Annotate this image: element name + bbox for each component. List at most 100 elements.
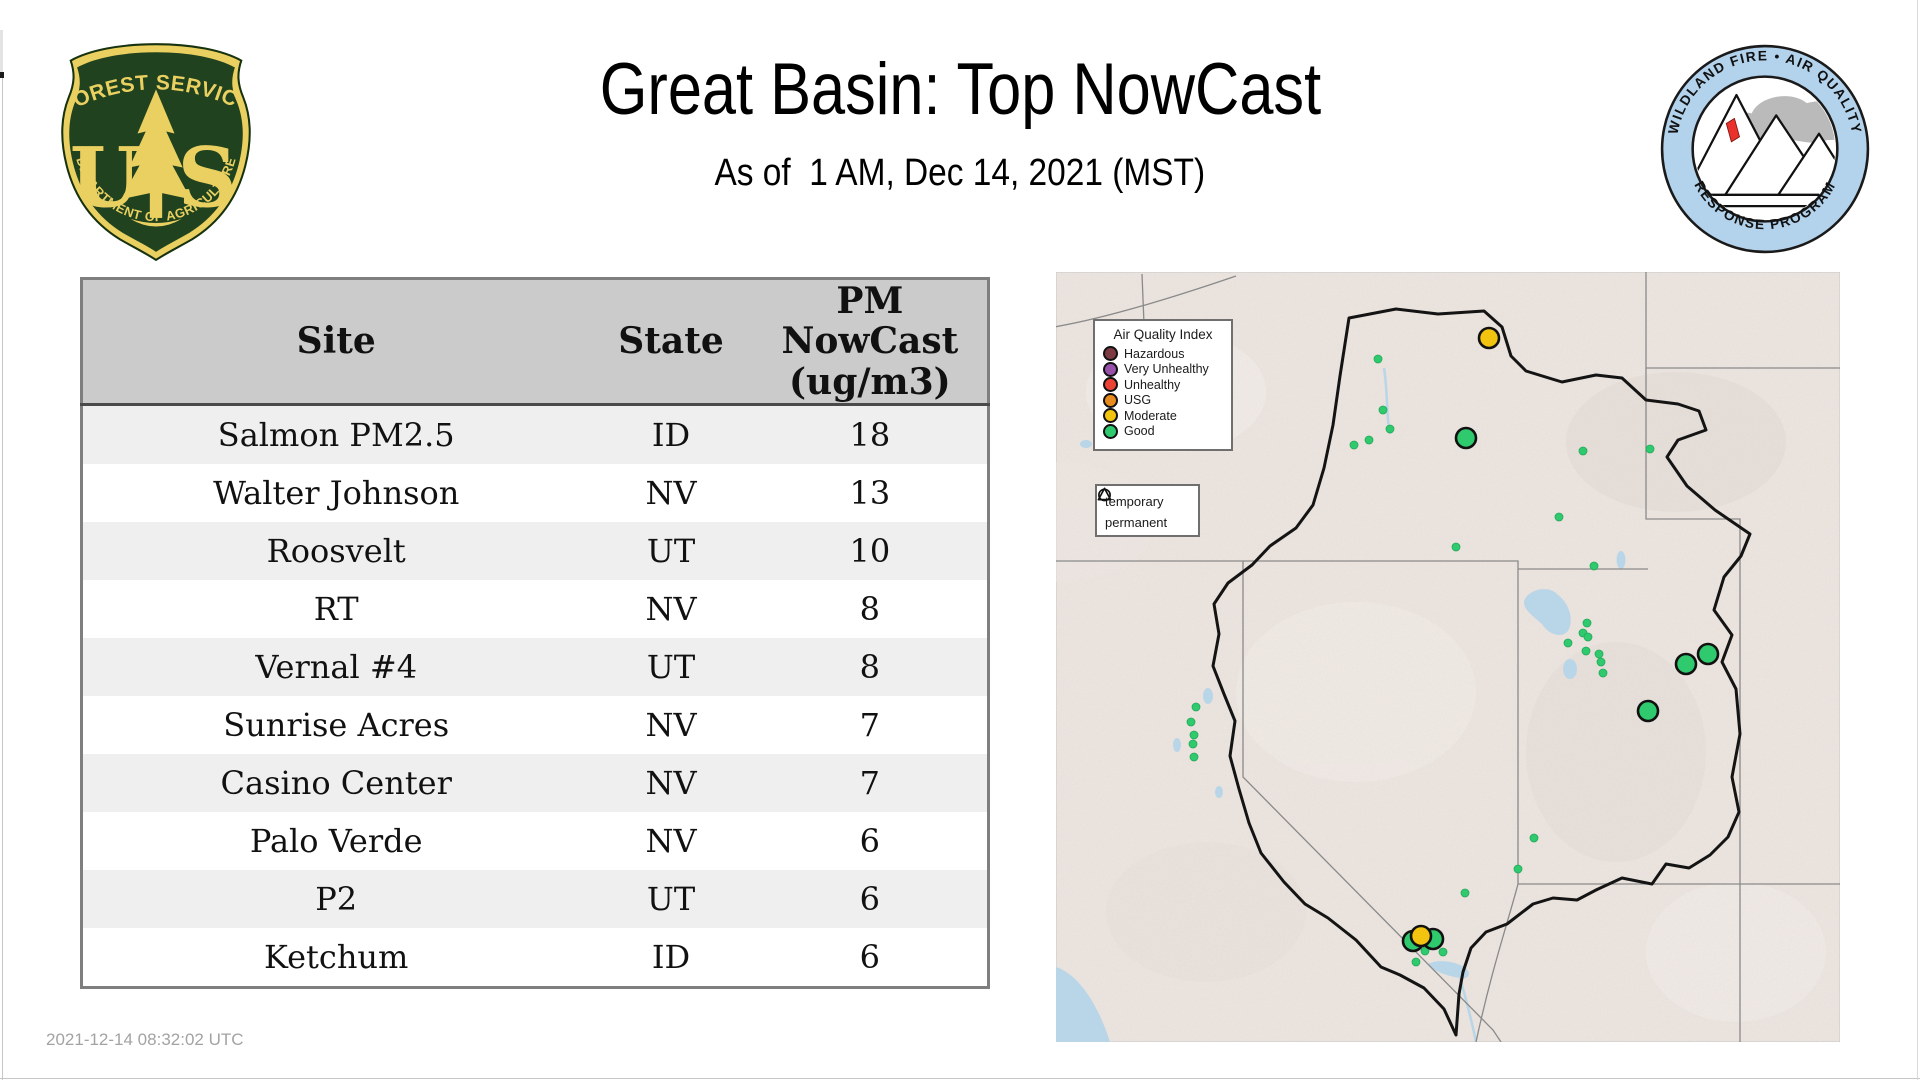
aqi-usg-swatch [1103, 392, 1118, 408]
aqi-legend-label: Hazardous [1124, 346, 1185, 361]
monitor-dot-good [1378, 405, 1388, 415]
cell-pm-nowcast: 18 [752, 404, 989, 464]
monitor-dot-good [1451, 542, 1461, 552]
aqi-hazardous-swatch [1103, 346, 1118, 362]
table-header-row: Site State PM NowCast (ug/m3) [81, 278, 989, 406]
aqi-legend-item: Moderate [1103, 408, 1231, 424]
wfaqrp-badge-icon: WILDLAND FIRE • AIR QUALITY RESPONSE PRO… [1660, 44, 1870, 254]
cell-state: UT [589, 869, 753, 928]
monitor-dot-good [1554, 512, 1564, 522]
pine-tree-icon [121, 89, 191, 227]
monitor-dot-good [1191, 702, 1201, 712]
usfs-shield-icon: FOREST SERVICE U S DEPARTMENT OF AGRICUL… [51, 20, 251, 262]
cell-state: UT [589, 521, 753, 580]
table-row: P2 UT 6 [81, 869, 989, 928]
screenshot-edge [0, 1078, 1920, 1079]
great-basin-map: Air Quality Index Hazardous Very Unhealth… [1056, 272, 1840, 1042]
cell-site: Casino Center [81, 753, 590, 812]
monitor-dot-good [1189, 752, 1199, 762]
monitor-dot-good [1645, 444, 1655, 454]
cell-site: Roosvelt [81, 521, 590, 580]
screenshot-edge [2, 78, 3, 1080]
cell-site: P2 [81, 869, 590, 928]
state-borders [1056, 272, 1840, 1042]
table-row: Ketchum ID 6 [81, 927, 989, 988]
monitor-dot-good [1373, 354, 1383, 364]
aqi-legend-label: Good [1124, 424, 1155, 439]
monitor-dot-good [1460, 888, 1470, 898]
aqi-legend-item: USG [1103, 392, 1231, 409]
cell-site: Palo Verde [81, 811, 590, 870]
flame-mark-icon [1725, 117, 1740, 143]
temporary-monitor-good [1636, 699, 1660, 723]
monitor-dot-good [1583, 632, 1593, 642]
cell-pm-nowcast: 8 [752, 579, 989, 638]
cell-state: NV [589, 811, 753, 870]
table-row: Sunrise Acres NV 7 [81, 695, 989, 754]
aqi-legend-item: Good [1103, 423, 1231, 440]
generation-timestamp: 2021-12-14 08:32:02 UTC [46, 1030, 244, 1049]
usfs-letter-s: S [178, 131, 237, 227]
table-row: RT NV 8 [81, 579, 989, 638]
temporary-monitor-moderate [1409, 924, 1433, 948]
cell-pm-nowcast: 10 [752, 521, 989, 580]
aqi-legend-label: Moderate [1124, 408, 1177, 423]
temporary-monitor-good [1454, 426, 1478, 450]
page-title: Great Basin: Top NowCast [599, 49, 1321, 130]
table-row: Casino Center NV 7 [81, 753, 989, 812]
aqi-moderate-swatch [1103, 408, 1118, 424]
monitor-dot-good [1189, 730, 1199, 740]
monitor-dot-good [1364, 435, 1374, 445]
usfs-letter-u: U [70, 131, 142, 227]
cell-site: Ketchum [81, 927, 590, 988]
table-row: Salmon PM2.5 ID 18 [81, 404, 989, 464]
cell-state: NV [589, 695, 753, 754]
cell-state: NV [589, 753, 753, 812]
screenshot-edge [1917, 0, 1918, 1080]
aqi-legend: Air Quality Index Hazardous Very Unhealth… [1093, 319, 1233, 451]
cell-pm-nowcast: 6 [752, 869, 989, 928]
table-row: Palo Verde NV 6 [81, 811, 989, 870]
temporary-monitor-moderate [1477, 326, 1501, 350]
monitor-dot-good [1349, 440, 1359, 450]
aqi-legend-label: USG [1124, 393, 1152, 408]
cell-state: UT [589, 637, 753, 696]
aqi-legend-item: Hazardous [1103, 346, 1231, 362]
monitor-dot-good [1385, 424, 1395, 434]
table-row: Vernal #4 UT 8 [81, 637, 989, 696]
nowcast-table-body: Salmon PM2.5 ID 18 Walter Johnson NV 13 Roosve… [81, 404, 989, 988]
column-header-site: Site [81, 278, 590, 406]
cell-site: Walter Johnson [81, 463, 590, 522]
aqi-legend-label: Unhealthy [1124, 377, 1181, 392]
great-basin-boundary [1211, 307, 1752, 1037]
monitor-dot-good [1420, 946, 1430, 956]
aqi-legend-label: Very Unhealthy [1124, 362, 1209, 377]
table-row: Roosvelt UT 10 [81, 521, 989, 580]
monitor-dot-good [1563, 638, 1573, 648]
monitor-type-legend: temporary permanent [1095, 484, 1200, 537]
table-row: Walter Johnson NV 13 [81, 463, 989, 522]
permanent-triangle-icon [1097, 487, 1112, 501]
monitor-dot-good [1513, 864, 1523, 874]
cell-pm-nowcast: 8 [752, 637, 989, 696]
cell-state: ID [589, 927, 753, 988]
temporary-monitor-good [1674, 652, 1698, 676]
cell-state: NV [589, 463, 753, 522]
usfs-logo: FOREST SERVICE U S DEPARTMENT OF AGRICUL… [51, 20, 254, 262]
permanent-label: permanent [1105, 515, 1168, 530]
column-header-state: State [589, 278, 753, 406]
monitor-dot-good [1596, 657, 1606, 667]
aqi-very-unhealthy-swatch [1103, 361, 1118, 377]
screenshot-edge [0, 30, 3, 72]
cell-pm-nowcast: 13 [752, 463, 989, 522]
cell-site: RT [81, 579, 590, 638]
monitor-dot-good [1438, 947, 1448, 957]
cell-pm-nowcast: 6 [752, 811, 989, 870]
map-markers [1186, 326, 1720, 967]
monitor-dot-good [1188, 739, 1198, 749]
monitor-dot-good [1581, 646, 1591, 656]
monitor-dot-good [1186, 717, 1196, 727]
monitor-dot-good [1411, 957, 1421, 967]
legend-item-temporary: temporary [1098, 488, 1198, 512]
column-header-pm-nowcast: PM NowCast (ug/m3) [752, 278, 989, 406]
